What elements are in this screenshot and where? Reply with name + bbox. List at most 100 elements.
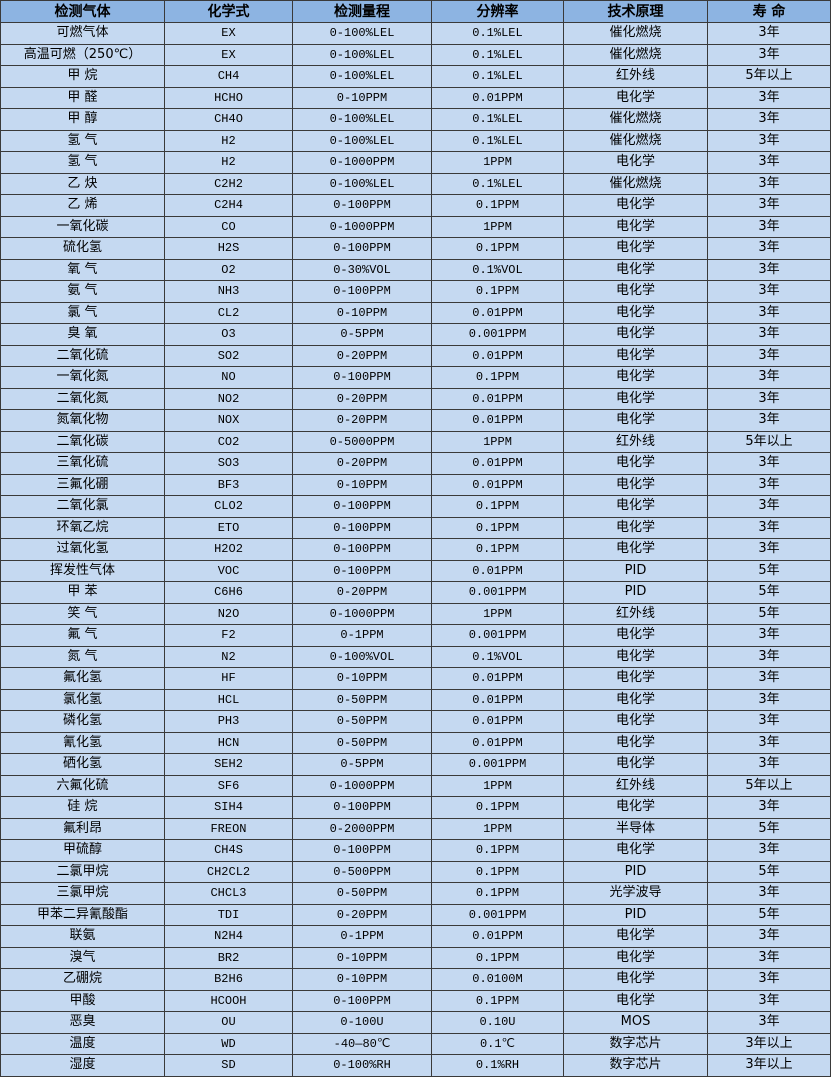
cell-gas: 乙 炔 [0,172,165,195]
cell-range: 0-5PPM [292,323,432,346]
cell-resolution: 0.1PPM [431,538,564,561]
table-row: 甲 苯 C6H6 0-20PPM 0.001PPM PID 5年 [0,581,831,604]
cell-resolution: 0.01PPM [431,452,564,475]
cell-gas: 甲 醇 [0,108,165,131]
cell-lifespan: 3年 [707,1011,831,1034]
cell-formula: CLO2 [164,495,293,518]
cell-range: 0-100%LEL [292,172,432,195]
header-gas: 检测气体 [0,0,165,23]
cell-resolution: 0.01PPM [431,387,564,410]
cell-lifespan: 5年以上 [707,65,831,88]
cell-principle: 催化燃烧 [563,172,708,195]
cell-gas: 氟化氢 [0,667,165,690]
cell-principle: 电化学 [563,516,708,539]
cell-gas: 甲 苯 [0,581,165,604]
cell-principle: 电化学 [563,538,708,561]
cell-formula: O3 [164,323,293,346]
cell-principle: 电化学 [563,624,708,647]
header-principle: 技术原理 [563,0,708,23]
table-row: 甲 醛 HCHO 0-10PPM 0.01PPM 电化学 3年 [0,86,831,109]
cell-principle: 催化燃烧 [563,129,708,152]
cell-range: 0-10PPM [292,301,432,324]
cell-range: 0-10PPM [292,667,432,690]
cell-range: 0-10PPM [292,86,432,109]
cell-principle: 电化学 [563,86,708,109]
cell-principle: 催化燃烧 [563,43,708,66]
table-row: 乙 炔 C2H2 0-100%LEL 0.1%LEL 催化燃烧 3年 [0,172,831,195]
cell-resolution: 0.01PPM [431,86,564,109]
cell-formula: SIH4 [164,796,293,819]
cell-formula: CH4O [164,108,293,131]
cell-range: 0-20PPM [292,581,432,604]
cell-formula: BR2 [164,946,293,969]
cell-formula: BF3 [164,473,293,496]
cell-lifespan: 3年 [707,882,831,905]
table-row: 氯 气 CL2 0-10PPM 0.01PPM 电化学 3年 [0,301,831,324]
cell-principle: 电化学 [563,753,708,776]
cell-formula: HCHO [164,86,293,109]
cell-lifespan: 5年 [707,860,831,883]
cell-formula: F2 [164,624,293,647]
cell-range: 0-20PPM [292,903,432,926]
cell-range: 0-20PPM [292,344,432,367]
cell-gas: 联氨 [0,925,165,948]
table-body: 可燃气体 EX 0-100%LEL 0.1%LEL 催化燃烧 3年 高温可燃（250℃） EX… [0,22,831,1077]
cell-range: 0-100PPM [292,839,432,862]
cell-resolution: 0.1%RH [431,1054,564,1077]
table-row: 挥发性气体 VOC 0-100PPM 0.01PPM PID 5年 [0,559,831,582]
cell-resolution: 0.1%VOL [431,645,564,668]
cell-resolution: 0.1PPM [431,366,564,389]
cell-lifespan: 3年 [707,968,831,991]
cell-formula: TDI [164,903,293,926]
cell-formula: EX [164,43,293,66]
cell-lifespan: 3年 [707,925,831,948]
cell-gas: 乙 烯 [0,194,165,217]
cell-principle: 数字芯片 [563,1054,708,1077]
header-range: 检测量程 [292,0,432,23]
cell-resolution: 0.1PPM [431,989,564,1012]
cell-resolution: 0.01PPM [431,710,564,733]
cell-formula: PH3 [164,710,293,733]
cell-gas: 二氧化碳 [0,430,165,453]
cell-range: 0-5PPM [292,753,432,776]
cell-range: 0-100PPM [292,989,432,1012]
cell-gas: 氰化氢 [0,731,165,754]
table-row: 氧 气 O2 0-30%VOL 0.1%VOL 电化学 3年 [0,258,831,281]
table-row: 三氟化硼 BF3 0-10PPM 0.01PPM 电化学 3年 [0,473,831,496]
cell-resolution: 0.10U [431,1011,564,1034]
cell-resolution: 0.1PPM [431,860,564,883]
cell-lifespan: 5年以上 [707,774,831,797]
cell-resolution: 0.001PPM [431,624,564,647]
cell-formula: CHCL3 [164,882,293,905]
cell-lifespan: 3年 [707,366,831,389]
cell-formula: N2 [164,645,293,668]
cell-gas: 甲苯二异氰酸酯 [0,903,165,926]
cell-range: -40—80℃ [292,1032,432,1055]
cell-principle: 电化学 [563,925,708,948]
cell-range: 0-100%VOL [292,645,432,668]
cell-range: 0-100U [292,1011,432,1034]
table-row: 氮氧化物 NOX 0-20PPM 0.01PPM 电化学 3年 [0,409,831,432]
table-row: 氢 气 H2 0-1000PPM 1PPM 电化学 3年 [0,151,831,174]
cell-gas: 甲酸 [0,989,165,1012]
cell-range: 0-100PPM [292,796,432,819]
cell-gas: 三氟化硼 [0,473,165,496]
cell-lifespan: 3年 [707,258,831,281]
cell-formula: HCOOH [164,989,293,1012]
cell-resolution: 0.1%LEL [431,129,564,152]
cell-principle: 电化学 [563,645,708,668]
cell-principle: 光学波导 [563,882,708,905]
cell-principle: 电化学 [563,215,708,238]
cell-resolution: 0.1PPM [431,280,564,303]
cell-range: 0-100PPM [292,194,432,217]
table-row: 二氯甲烷 CH2CL2 0-500PPM 0.1PPM PID 5年 [0,860,831,883]
cell-gas: 一氧化氮 [0,366,165,389]
cell-gas: 恶臭 [0,1011,165,1034]
table-row: 恶臭 OU 0-100U 0.10U MOS 3年 [0,1011,831,1034]
cell-formula: HCL [164,688,293,711]
cell-gas: 氢 气 [0,151,165,174]
cell-resolution: 0.0100M [431,968,564,991]
table-row: 氟化氢 HF 0-10PPM 0.01PPM 电化学 3年 [0,667,831,690]
cell-gas: 氯化氢 [0,688,165,711]
